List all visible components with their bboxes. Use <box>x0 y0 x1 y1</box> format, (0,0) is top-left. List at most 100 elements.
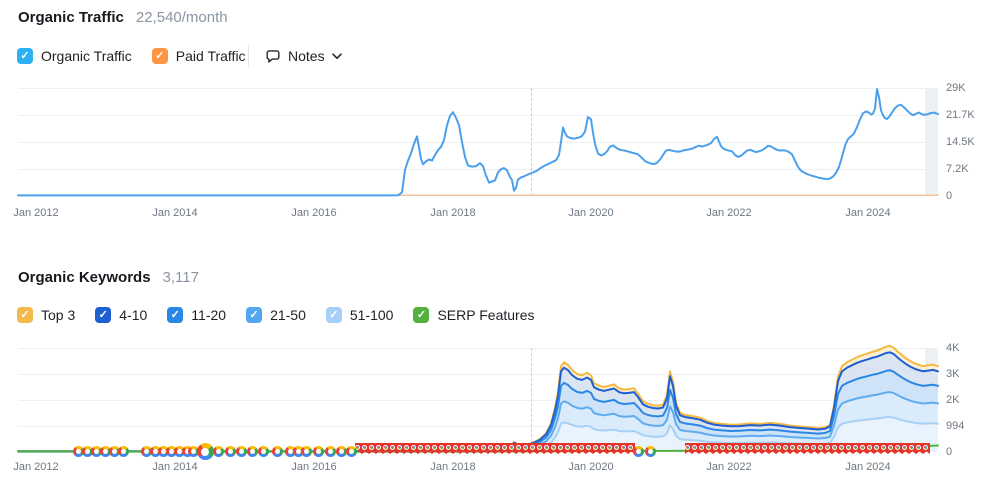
google-update-flag-icon[interactable] <box>888 443 895 454</box>
google-update-flag-icon[interactable] <box>502 443 509 454</box>
google-update-icon[interactable] <box>90 446 102 457</box>
google-update-icon[interactable] <box>235 446 247 457</box>
checkbox-icon[interactable]: ✓ <box>325 307 342 323</box>
google-update-flag-icon[interactable] <box>734 443 741 454</box>
google-update-icon[interactable] <box>257 446 269 457</box>
google-update-icon[interactable] <box>181 446 193 457</box>
google-update-icon[interactable] <box>271 446 283 457</box>
google-update-flag-icon[interactable] <box>411 443 418 454</box>
google-update-flag-icon[interactable] <box>460 443 467 454</box>
google-update-flag-icon[interactable] <box>713 443 720 454</box>
google-update-flag-icon[interactable] <box>376 443 383 454</box>
google-update-flag-icon[interactable] <box>488 443 495 454</box>
google-update-flag-icon[interactable] <box>621 443 628 454</box>
google-update-flag-icon[interactable] <box>860 443 867 454</box>
google-update-flag-icon[interactable] <box>741 443 748 454</box>
checkbox-icon[interactable]: ✓ <box>17 48 33 64</box>
google-update-icon[interactable] <box>246 446 258 457</box>
google-update-flag-icon[interactable] <box>755 443 762 454</box>
google-update-flag-icon[interactable] <box>369 443 376 454</box>
google-update-icon[interactable] <box>81 446 93 457</box>
google-update-flag-icon[interactable] <box>748 443 755 454</box>
google-update-icon[interactable] <box>644 446 656 457</box>
google-update-icon[interactable] <box>632 446 644 457</box>
google-update-flag-icon[interactable] <box>699 443 706 454</box>
google-update-flag-icon[interactable] <box>902 443 909 454</box>
google-update-flag-icon[interactable] <box>720 443 727 454</box>
google-update-flag-icon[interactable] <box>537 443 544 454</box>
google-update-flag-icon[interactable] <box>909 443 916 454</box>
google-update-flag-icon[interactable] <box>474 443 481 454</box>
google-update-flag-icon[interactable] <box>516 443 523 454</box>
google-update-flag-icon[interactable] <box>804 443 811 454</box>
google-update-flag-icon[interactable] <box>439 443 446 454</box>
checkbox-icon[interactable]: ✓ <box>17 307 33 323</box>
keywords-legend-item-11-20[interactable]: ✓ 11-20 <box>167 307 226 323</box>
google-update-flag-icon[interactable] <box>832 443 839 454</box>
google-update-flag-icon[interactable] <box>628 443 635 454</box>
google-update-flag-icon[interactable] <box>558 443 565 454</box>
google-update-flag-icon[interactable] <box>572 443 579 454</box>
google-update-flag-icon[interactable] <box>607 443 614 454</box>
google-update-flag-icon[interactable] <box>692 443 699 454</box>
google-update-flag-icon[interactable] <box>425 443 432 454</box>
google-update-flag-icon[interactable] <box>523 443 530 454</box>
google-update-flag-icon[interactable] <box>685 443 692 454</box>
google-update-flag-icon[interactable] <box>706 443 713 454</box>
google-update-flag-icon[interactable] <box>895 443 902 454</box>
notes-dropdown[interactable]: Notes <box>265 48 342 64</box>
google-update-icon[interactable] <box>324 446 336 457</box>
checkbox-icon[interactable]: ✓ <box>246 307 263 323</box>
keywords-legend-item-4-10[interactable]: ✓ 4-10 <box>95 307 147 323</box>
keywords-legend-item-top-3[interactable]: ✓ Top 3 <box>17 307 75 323</box>
google-update-flag-icon[interactable] <box>811 443 818 454</box>
google-update-flag-icon[interactable] <box>846 443 853 454</box>
google-update-flag-icon[interactable] <box>874 443 881 454</box>
google-update-icon[interactable] <box>108 446 120 457</box>
google-update-flag-icon[interactable] <box>818 443 825 454</box>
google-update-flag-icon[interactable] <box>383 443 390 454</box>
google-update-flag-icon[interactable] <box>853 443 860 454</box>
google-update-major-icon[interactable] <box>196 443 214 460</box>
google-update-flag-icon[interactable] <box>467 443 474 454</box>
google-update-icon[interactable] <box>157 446 169 457</box>
google-update-icon[interactable] <box>224 446 236 457</box>
google-update-flag-icon[interactable] <box>614 443 621 454</box>
google-update-flag-icon[interactable] <box>481 443 488 454</box>
organic-traffic-chart[interactable] <box>17 88 939 197</box>
google-update-flag-icon[interactable] <box>453 443 460 454</box>
google-update-icon[interactable] <box>335 446 347 457</box>
google-update-flag-icon[interactable] <box>593 443 600 454</box>
google-update-flag-icon[interactable] <box>397 443 404 454</box>
google-update-flag-icon[interactable] <box>790 443 797 454</box>
google-update-markers[interactable] <box>18 443 938 463</box>
google-update-flag-icon[interactable] <box>769 443 776 454</box>
google-update-flag-icon[interactable] <box>825 443 832 454</box>
traffic-legend-item-paid-traffic[interactable]: ✓ Paid Traffic <box>151 48 246 64</box>
google-update-flag-icon[interactable] <box>530 443 537 454</box>
google-update-flag-icon[interactable] <box>544 443 551 454</box>
checkbox-icon[interactable]: ✓ <box>167 307 184 323</box>
google-update-flag-icon[interactable] <box>727 443 734 454</box>
keywords-legend-item-21-50[interactable]: ✓ 21-50 <box>246 307 306 323</box>
google-update-flag-icon[interactable] <box>579 443 586 454</box>
google-update-flag-icon[interactable] <box>404 443 411 454</box>
google-update-icon[interactable] <box>284 446 296 457</box>
google-update-flag-icon[interactable] <box>418 443 425 454</box>
google-update-flag-icon[interactable] <box>600 443 607 454</box>
google-update-flag-icon[interactable] <box>867 443 874 454</box>
google-update-flag-icon[interactable] <box>362 443 369 454</box>
google-update-icon[interactable] <box>187 446 199 457</box>
google-update-flag-icon[interactable] <box>797 443 804 454</box>
google-update-flag-icon[interactable] <box>776 443 783 454</box>
google-update-icon[interactable] <box>165 446 177 457</box>
google-update-icon[interactable] <box>72 446 84 457</box>
google-update-flag-icon[interactable] <box>586 443 593 454</box>
google-update-icon[interactable] <box>292 446 304 457</box>
google-update-icon[interactable] <box>149 446 161 457</box>
traffic-legend-item-organic-traffic[interactable]: ✓ Organic Traffic <box>17 48 132 64</box>
checkbox-icon[interactable]: ✓ <box>151 48 168 64</box>
keywords-legend-item-51-100[interactable]: ✓ 51-100 <box>325 307 393 323</box>
google-update-flag-icon[interactable] <box>495 443 502 454</box>
google-update-flag-icon[interactable] <box>565 443 572 454</box>
